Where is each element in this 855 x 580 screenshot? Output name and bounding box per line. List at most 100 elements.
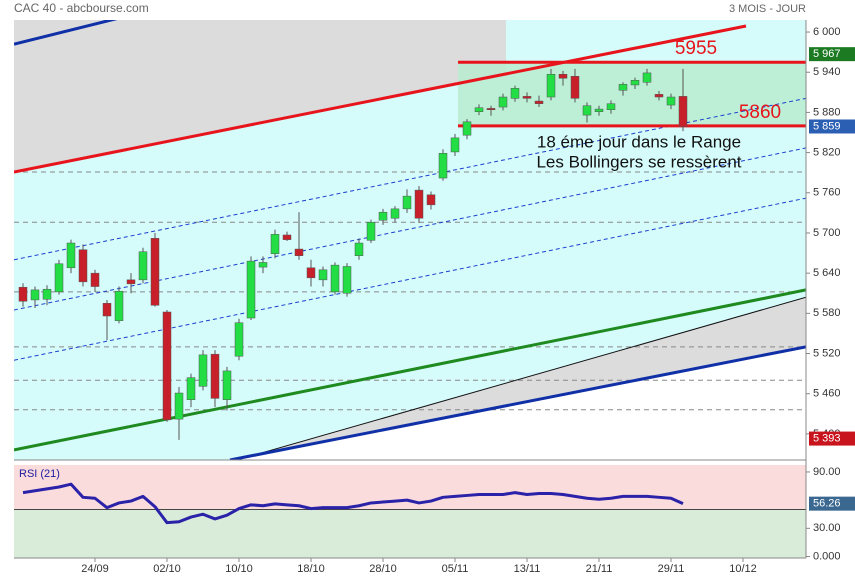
candle-body xyxy=(198,354,208,387)
rsi-lower-zone xyxy=(14,509,806,558)
candle-body xyxy=(294,248,304,256)
x-tick-label: 10/10 xyxy=(225,563,253,575)
trend-line xyxy=(229,345,806,460)
y-tick-label: 5 760 xyxy=(813,187,841,199)
candle-body xyxy=(66,242,76,269)
price-badge-label: 5 393 xyxy=(813,432,841,444)
candle-body xyxy=(90,272,100,287)
price-badge-label: 5 967 xyxy=(813,48,841,60)
upper-shade xyxy=(14,20,506,173)
x-tick-label: 05/11 xyxy=(442,563,469,575)
trend-line xyxy=(235,296,806,460)
y-tick-label: 90.00 xyxy=(813,466,841,478)
y-tick-label: 5 640 xyxy=(813,267,841,279)
rsi-upper-zone xyxy=(14,465,806,510)
price-badge-label: 5 859 xyxy=(813,120,841,132)
candle-body xyxy=(246,260,256,319)
candle-body xyxy=(654,94,664,98)
candle-body xyxy=(258,262,268,268)
candle-body xyxy=(210,353,220,399)
candle-body xyxy=(438,153,448,179)
y-tick-label: 5 880 xyxy=(813,106,841,118)
trend-line xyxy=(14,20,118,46)
y-tick-label: 5 820 xyxy=(813,147,841,159)
y-tick-label: 5 460 xyxy=(813,388,841,400)
candle-body xyxy=(666,96,676,106)
candle-body xyxy=(414,189,424,219)
candle-body xyxy=(498,96,508,108)
candle-body xyxy=(474,107,484,113)
candle-body xyxy=(522,96,532,99)
annotation: Les Bollingers se ressèrent xyxy=(536,152,741,171)
candle-body xyxy=(186,377,196,400)
candle-body xyxy=(30,289,40,301)
candle-body xyxy=(582,105,592,116)
candle-body xyxy=(426,194,436,206)
y-tick-label: 0.000 xyxy=(813,550,841,562)
candle-body xyxy=(174,392,184,420)
y-tick-label: 30.00 xyxy=(813,522,841,534)
candle-body xyxy=(330,264,340,293)
y-tick-label: 5 520 xyxy=(813,347,841,359)
candle-body xyxy=(402,195,412,210)
candle-body xyxy=(378,211,388,221)
chart-subtitle: 3 MOIS - JOUR xyxy=(729,3,806,15)
candle-body xyxy=(486,108,496,110)
x-tick-label: 10/12 xyxy=(729,563,757,575)
x-tick-label: 24/09 xyxy=(81,563,109,575)
range-label: 5955 xyxy=(675,38,717,59)
candle-body xyxy=(642,72,652,83)
candle-body xyxy=(462,121,472,136)
candle-body xyxy=(570,76,580,99)
x-tick-label: 18/10 xyxy=(297,563,325,575)
candle-body xyxy=(354,242,364,256)
x-tick-label: 13/11 xyxy=(514,563,541,575)
candle-body xyxy=(306,267,316,279)
candle-body xyxy=(558,73,568,79)
candle-body xyxy=(510,88,520,99)
candle-body xyxy=(630,80,640,86)
candle-body xyxy=(150,238,160,306)
range-label: 5860 xyxy=(739,102,781,123)
candle-body xyxy=(54,263,64,293)
price-badge xyxy=(809,47,855,62)
candle-body xyxy=(618,84,628,91)
candle-body xyxy=(546,73,556,98)
price-badge xyxy=(809,119,855,134)
trend-line xyxy=(14,288,806,452)
candle-body xyxy=(282,234,292,240)
rsi-pane xyxy=(14,465,806,558)
candle-body xyxy=(18,286,28,302)
candle-body xyxy=(270,234,280,254)
rsi-badge xyxy=(809,496,855,511)
annotation: 18 éme jour dans le Range xyxy=(537,132,741,151)
bottom-shade xyxy=(14,346,806,460)
candle-body xyxy=(162,311,172,421)
rsi-title: RSI (21) xyxy=(19,468,60,480)
trend-line xyxy=(14,24,747,174)
candle-body xyxy=(234,322,244,357)
rsi-badge-label: 56.26 xyxy=(813,498,841,510)
x-tick-label: 28/10 xyxy=(369,563,397,575)
candle-body xyxy=(114,290,124,321)
x-tick-label: 02/10 xyxy=(153,563,181,575)
x-tick-label: 21/11 xyxy=(586,563,613,575)
price-badge xyxy=(809,431,855,446)
candle-body xyxy=(606,103,616,110)
candle-body xyxy=(594,108,604,113)
candle-body xyxy=(678,96,688,127)
candle-body xyxy=(126,279,136,285)
y-tick-label: 5 940 xyxy=(813,66,841,78)
y-tick-label: 5 580 xyxy=(813,307,841,319)
chart-title: CAC 40 - abcbourse.com xyxy=(14,1,149,15)
x-tick-label: 29/11 xyxy=(658,563,685,575)
trend-line xyxy=(14,147,806,311)
trend-line xyxy=(14,197,806,361)
candle-body xyxy=(318,269,328,281)
candle-body xyxy=(42,288,52,300)
candle-body xyxy=(390,208,400,219)
y-tick-label: 5 700 xyxy=(813,227,841,239)
candle-body xyxy=(366,222,376,241)
